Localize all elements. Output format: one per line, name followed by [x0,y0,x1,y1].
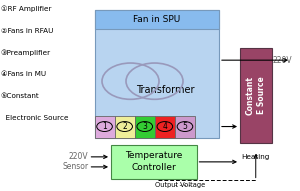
Text: ②Fans in RFAU: ②Fans in RFAU [1,28,53,34]
Text: 220V: 220V [273,56,292,65]
Bar [240,48,272,143]
Bar [94,116,115,138]
Bar [94,10,219,29]
Text: 220V: 220V [69,152,88,161]
Text: ④Fans in MU: ④Fans in MU [1,71,46,78]
Text: Sensor: Sensor [62,162,88,171]
Bar [155,116,175,138]
Text: Transformer: Transformer [136,85,195,95]
Text: Fan in SPU: Fan in SPU [133,15,180,24]
Text: Constant
E Source: Constant E Source [245,76,266,115]
Text: Heating: Heating [242,154,270,160]
Text: ⑤Constant: ⑤Constant [1,93,39,100]
Text: Temperature
Controller: Temperature Controller [125,151,182,172]
Text: 4: 4 [162,122,167,131]
Bar [115,116,135,138]
Text: Output Voltage: Output Voltage [155,182,205,188]
Bar [111,145,196,179]
Text: ③Preamplifier: ③Preamplifier [1,49,51,56]
Bar [175,116,195,138]
Text: Electronic Source: Electronic Source [1,115,68,121]
Bar [135,116,155,138]
Text: ①RF Amplifier: ①RF Amplifier [1,5,51,12]
Text: 2: 2 [122,122,127,131]
Text: 3: 3 [142,122,147,131]
Text: 1: 1 [102,122,107,131]
Text: - - - -: - - - - [175,182,190,188]
Text: 5: 5 [182,122,188,131]
Bar [94,10,219,138]
